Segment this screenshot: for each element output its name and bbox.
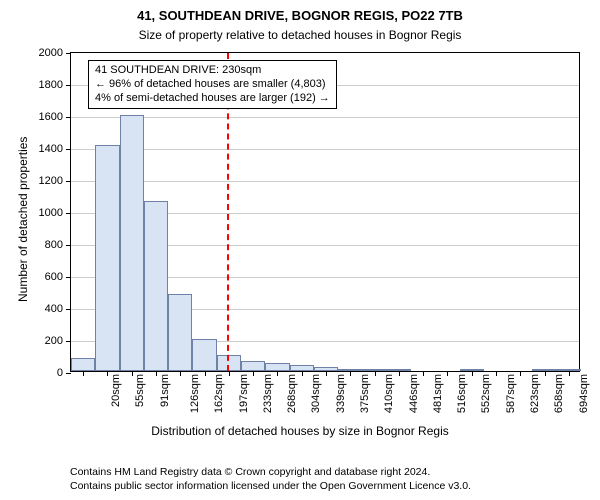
x-tick-label: 587sqm (505, 374, 517, 413)
x-tick-mark (83, 371, 84, 376)
y-tick-label: 600 (45, 271, 71, 283)
footer-line: Contains HM Land Registry data © Crown c… (70, 466, 471, 480)
x-tick-label: 552sqm (481, 374, 493, 413)
histogram-bar (241, 361, 265, 371)
x-tick-mark (350, 371, 351, 376)
chart-title-sub: Size of property relative to detached ho… (0, 28, 600, 42)
x-tick-mark (447, 371, 448, 376)
x-tick-label: 623sqm (529, 374, 541, 413)
x-tick-label: 446sqm (408, 374, 420, 413)
x-tick-mark (253, 371, 254, 376)
y-tick-label: 400 (45, 303, 71, 315)
x-tick-label: 481sqm (432, 374, 444, 413)
annotation-line: ← 96% of detached houses are smaller (4,… (95, 78, 330, 92)
chart-title-main: 41, SOUTHDEAN DRIVE, BOGNOR REGIS, PO22 … (0, 8, 600, 23)
histogram-bar (265, 363, 289, 371)
x-tick-label: 375sqm (359, 374, 371, 413)
x-tick-label: 197sqm (238, 374, 250, 413)
footer-line: Contains public sector information licen… (70, 480, 471, 494)
grid-line (71, 149, 579, 150)
x-tick-mark (423, 371, 424, 376)
x-tick-mark (545, 371, 546, 376)
y-axis-label: Number of detached properties (16, 137, 30, 302)
x-tick-mark (107, 371, 108, 376)
x-tick-label: 20sqm (110, 374, 122, 407)
histogram-bar (168, 294, 192, 371)
x-tick-label: 268sqm (286, 374, 298, 413)
grid-line (71, 117, 579, 118)
x-tick-label: 658sqm (553, 374, 565, 413)
grid-line (71, 181, 579, 182)
x-tick-mark (132, 371, 133, 376)
x-tick-label: 91sqm (159, 374, 171, 407)
y-tick-label: 0 (57, 367, 71, 379)
x-tick-label: 233sqm (262, 374, 274, 413)
footer-attribution: Contains HM Land Registry data © Crown c… (70, 466, 471, 493)
x-tick-mark (205, 371, 206, 376)
x-tick-label: 126sqm (189, 374, 201, 413)
x-tick-label: 304sqm (311, 374, 323, 413)
x-tick-mark (520, 371, 521, 376)
x-tick-mark (180, 371, 181, 376)
x-tick-mark (496, 371, 497, 376)
annotation-box: 41 SOUTHDEAN DRIVE: 230sqm← 96% of detac… (88, 60, 337, 109)
histogram-bar (120, 115, 144, 371)
x-tick-label: 516sqm (456, 374, 468, 413)
x-tick-label: 694sqm (578, 374, 590, 413)
histogram-bar (95, 145, 119, 371)
property-size-histogram: 41, SOUTHDEAN DRIVE, BOGNOR REGIS, PO22 … (0, 0, 600, 500)
y-tick-label: 2000 (39, 47, 71, 59)
histogram-bar (192, 339, 216, 371)
x-tick-mark (472, 371, 473, 376)
x-tick-mark (302, 371, 303, 376)
x-tick-mark (229, 371, 230, 376)
histogram-bar (71, 358, 95, 371)
x-tick-label: 339sqm (335, 374, 347, 413)
y-tick-label: 1200 (39, 175, 71, 187)
y-tick-label: 800 (45, 239, 71, 251)
y-tick-label: 1000 (39, 207, 71, 219)
y-tick-label: 1800 (39, 79, 71, 91)
x-tick-label: 162sqm (213, 374, 225, 413)
x-tick-mark (399, 371, 400, 376)
y-tick-label: 1400 (39, 143, 71, 155)
x-tick-mark (156, 371, 157, 376)
annotation-line: 41 SOUTHDEAN DRIVE: 230sqm (95, 64, 330, 78)
x-tick-mark (569, 371, 570, 376)
histogram-bar (144, 201, 168, 371)
annotation-line: 4% of semi-detached houses are larger (1… (95, 92, 330, 106)
x-tick-label: 410sqm (383, 374, 395, 413)
x-tick-mark (326, 371, 327, 376)
x-tick-mark (375, 371, 376, 376)
x-axis-label: Distribution of detached houses by size … (0, 424, 600, 438)
x-tick-label: 55sqm (134, 374, 146, 407)
x-tick-mark (277, 371, 278, 376)
y-tick-label: 1600 (39, 111, 71, 123)
y-tick-label: 200 (45, 335, 71, 347)
